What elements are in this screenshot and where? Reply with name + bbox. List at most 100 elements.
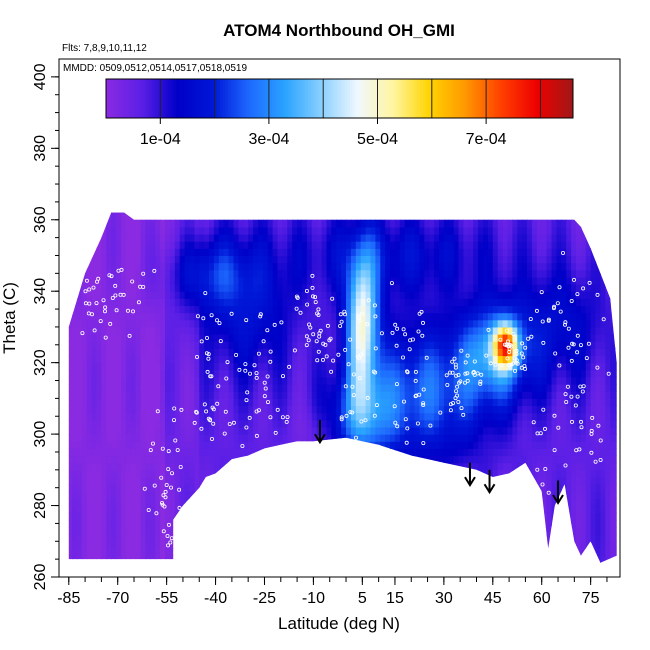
heatmap-cell bbox=[184, 384, 191, 392]
heatmap-cell bbox=[522, 462, 528, 471]
heatmap-cell bbox=[165, 384, 171, 392]
heatmap-cell bbox=[443, 555, 450, 563]
heatmap-cell bbox=[282, 405, 288, 414]
heatmap-cell bbox=[292, 512, 298, 521]
heatmap-cell bbox=[414, 427, 420, 435]
heatmap-cell bbox=[111, 391, 117, 399]
heatmap-cell bbox=[321, 555, 328, 563]
heatmap-cell bbox=[302, 262, 308, 271]
heatmap-cell bbox=[448, 319, 455, 328]
heatmap-cell bbox=[155, 477, 161, 485]
heatmap-cell bbox=[223, 534, 230, 542]
heatmap-cell bbox=[68, 234, 73, 242]
heatmap-cell bbox=[233, 441, 239, 449]
heatmap-cell bbox=[380, 412, 386, 421]
heatmap-cell bbox=[277, 434, 283, 442]
heatmap-cell bbox=[135, 334, 142, 342]
heatmap-cell bbox=[121, 334, 127, 342]
heatmap-cell bbox=[140, 512, 146, 521]
heatmap-cell bbox=[238, 391, 244, 399]
heatmap-cell bbox=[213, 312, 220, 321]
heatmap-cell bbox=[341, 341, 347, 349]
heatmap-cell bbox=[429, 234, 435, 242]
heatmap-cell bbox=[277, 219, 283, 228]
heatmap-cell bbox=[213, 348, 220, 357]
heatmap-cell bbox=[502, 391, 509, 399]
heatmap-cell bbox=[375, 398, 381, 407]
heatmap-cell bbox=[531, 312, 538, 321]
heatmap-cell bbox=[453, 376, 460, 385]
heatmap-cell bbox=[125, 534, 132, 542]
heatmap-cell bbox=[194, 555, 200, 563]
heatmap-cell bbox=[297, 427, 303, 435]
heatmap-cell bbox=[248, 326, 254, 335]
heatmap-cell bbox=[404, 262, 411, 271]
heatmap-cell bbox=[414, 341, 420, 349]
heatmap-cell bbox=[302, 541, 308, 549]
heatmap-cell bbox=[429, 348, 435, 357]
heatmap-cell bbox=[302, 419, 308, 428]
heatmap-cell bbox=[487, 555, 494, 563]
heatmap-cell bbox=[106, 312, 112, 321]
heatmap-cell bbox=[150, 284, 156, 292]
heatmap-cell bbox=[336, 484, 342, 492]
heatmap-cell bbox=[316, 284, 323, 292]
heatmap-cell bbox=[223, 248, 230, 256]
heatmap-cell bbox=[483, 541, 489, 549]
heatmap-cell bbox=[302, 241, 308, 249]
heatmap-cell bbox=[370, 212, 376, 214]
heatmap-cell bbox=[326, 534, 332, 542]
heatmap-cell bbox=[121, 555, 127, 563]
heatmap-cell bbox=[375, 519, 381, 528]
heatmap-cell bbox=[405, 563, 411, 571]
heatmap-cell bbox=[360, 341, 367, 349]
heatmap-cell bbox=[375, 255, 381, 264]
heatmap-cell bbox=[370, 255, 376, 264]
heatmap-cell bbox=[527, 534, 533, 542]
heatmap-cell bbox=[507, 255, 513, 264]
heatmap-cell bbox=[116, 419, 122, 428]
heatmap-cell bbox=[101, 384, 107, 392]
heatmap-cell bbox=[179, 369, 186, 378]
heatmap-cell bbox=[199, 341, 205, 349]
heatmap-cell bbox=[424, 534, 430, 542]
heatmap-cell bbox=[394, 362, 401, 371]
heatmap-cell bbox=[213, 319, 220, 328]
heatmap-cell bbox=[453, 462, 460, 471]
heatmap-cell bbox=[385, 319, 391, 328]
heatmap-cell bbox=[72, 462, 78, 471]
heatmap-cell bbox=[507, 269, 513, 278]
heatmap-cell bbox=[336, 305, 342, 314]
heatmap-cell bbox=[404, 412, 411, 421]
heatmap-cell bbox=[135, 384, 142, 392]
heatmap-cell bbox=[233, 519, 239, 528]
heatmap-cell bbox=[458, 376, 464, 385]
heatmap-cell bbox=[512, 469, 518, 478]
heatmap-cell bbox=[331, 534, 337, 542]
heatmap-cell bbox=[507, 262, 513, 271]
heatmap-cell bbox=[424, 519, 430, 528]
heatmap-cell bbox=[106, 484, 112, 492]
heatmap-cell bbox=[306, 427, 313, 435]
heatmap-cell bbox=[434, 512, 440, 521]
heatmap-cell bbox=[517, 376, 523, 385]
heatmap-cell bbox=[468, 212, 474, 214]
heatmap-cell bbox=[380, 291, 386, 299]
heatmap-cell bbox=[218, 462, 225, 471]
heatmap-cell bbox=[213, 534, 220, 542]
heatmap-cell bbox=[497, 534, 504, 542]
heatmap-cell bbox=[473, 298, 479, 307]
heatmap-cell bbox=[272, 305, 279, 314]
heatmap-cell bbox=[527, 512, 533, 521]
heatmap-cell bbox=[189, 234, 195, 242]
heatmap-cell bbox=[336, 427, 342, 435]
heatmap-cell bbox=[213, 527, 220, 535]
heatmap-cell bbox=[448, 334, 455, 342]
heatmap-cell bbox=[165, 298, 171, 307]
heatmap-cell bbox=[419, 563, 425, 571]
heatmap-cell bbox=[512, 212, 518, 214]
heatmap-cell bbox=[96, 484, 102, 492]
heatmap-cell bbox=[414, 226, 420, 235]
heatmap-cell bbox=[101, 341, 107, 349]
heatmap-cell bbox=[375, 284, 381, 292]
